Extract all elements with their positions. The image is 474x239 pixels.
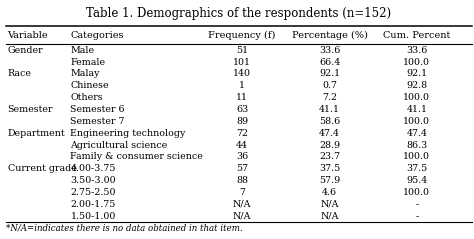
Text: 92.1: 92.1 <box>406 69 428 78</box>
Text: 7: 7 <box>239 188 245 197</box>
Text: Current grade: Current grade <box>8 164 76 173</box>
Text: 63: 63 <box>236 105 248 114</box>
Text: 0.7: 0.7 <box>322 81 337 90</box>
Text: Chinese: Chinese <box>71 81 109 90</box>
Text: Semester 6: Semester 6 <box>71 105 125 114</box>
Text: Race: Race <box>8 69 32 78</box>
Text: 58.6: 58.6 <box>319 117 340 126</box>
Text: 140: 140 <box>233 69 251 78</box>
Text: Male: Male <box>71 46 95 55</box>
Text: 100.0: 100.0 <box>403 188 430 197</box>
Text: 47.4: 47.4 <box>319 129 340 138</box>
Text: 92.1: 92.1 <box>319 69 340 78</box>
Text: 100.0: 100.0 <box>403 58 430 66</box>
Text: 41.1: 41.1 <box>319 105 340 114</box>
Text: Female: Female <box>71 58 106 66</box>
Text: 44: 44 <box>236 141 248 150</box>
Text: Agricultural science: Agricultural science <box>71 141 168 150</box>
Text: Frequency (f): Frequency (f) <box>209 31 276 40</box>
Text: 1: 1 <box>239 81 245 90</box>
Text: 57: 57 <box>236 164 248 173</box>
Text: 47.4: 47.4 <box>406 129 428 138</box>
Text: Percentage (%): Percentage (%) <box>292 31 367 40</box>
Text: 66.4: 66.4 <box>319 58 340 66</box>
Text: 23.7: 23.7 <box>319 152 340 162</box>
Text: N/A: N/A <box>320 212 339 221</box>
Text: Malay: Malay <box>71 69 100 78</box>
Text: 33.6: 33.6 <box>406 46 428 55</box>
Text: 51: 51 <box>236 46 248 55</box>
Text: Semester: Semester <box>8 105 53 114</box>
Text: -: - <box>415 200 419 209</box>
Text: Table 1. Demographics of the respondents (n=152): Table 1. Demographics of the respondents… <box>86 7 391 20</box>
Text: 2.00-1.75: 2.00-1.75 <box>71 200 116 209</box>
Text: 1.50-1.00: 1.50-1.00 <box>71 212 116 221</box>
Text: 89: 89 <box>236 117 248 126</box>
Text: 57.9: 57.9 <box>319 176 340 185</box>
Text: 101: 101 <box>233 58 251 66</box>
Text: 100.0: 100.0 <box>403 93 430 102</box>
Text: N/A: N/A <box>320 200 339 209</box>
Text: N/A: N/A <box>233 212 251 221</box>
Text: 2.75-2.50: 2.75-2.50 <box>71 188 116 197</box>
Text: 36: 36 <box>236 152 248 162</box>
Text: Gender: Gender <box>8 46 43 55</box>
Text: 4.00-3.75: 4.00-3.75 <box>71 164 116 173</box>
Text: Variable: Variable <box>8 31 48 40</box>
Text: 72: 72 <box>236 129 248 138</box>
Text: Engineering technology: Engineering technology <box>71 129 186 138</box>
Text: 11: 11 <box>236 93 248 102</box>
Text: 100.0: 100.0 <box>403 152 430 162</box>
Text: 86.3: 86.3 <box>406 141 428 150</box>
Text: Semester 7: Semester 7 <box>71 117 125 126</box>
Text: Family & consumer science: Family & consumer science <box>71 152 203 162</box>
Text: 37.5: 37.5 <box>319 164 340 173</box>
Text: 100.0: 100.0 <box>403 117 430 126</box>
Text: 28.9: 28.9 <box>319 141 340 150</box>
Text: 41.1: 41.1 <box>406 105 428 114</box>
Text: 4.6: 4.6 <box>322 188 337 197</box>
Text: 33.6: 33.6 <box>319 46 340 55</box>
Text: Others: Others <box>71 93 103 102</box>
Text: *N/A=indicates there is no data obtained in that item.: *N/A=indicates there is no data obtained… <box>6 223 242 233</box>
Text: 88: 88 <box>236 176 248 185</box>
Text: 92.8: 92.8 <box>406 81 428 90</box>
Text: Department: Department <box>8 129 65 138</box>
Text: 95.4: 95.4 <box>406 176 428 185</box>
Text: 3.50-3.00: 3.50-3.00 <box>71 176 116 185</box>
Text: -: - <box>415 212 419 221</box>
Text: Categories: Categories <box>71 31 124 40</box>
Text: N/A: N/A <box>233 200 251 209</box>
Text: Cum. Percent: Cum. Percent <box>383 31 451 40</box>
Text: 37.5: 37.5 <box>406 164 428 173</box>
Text: 7.2: 7.2 <box>322 93 337 102</box>
